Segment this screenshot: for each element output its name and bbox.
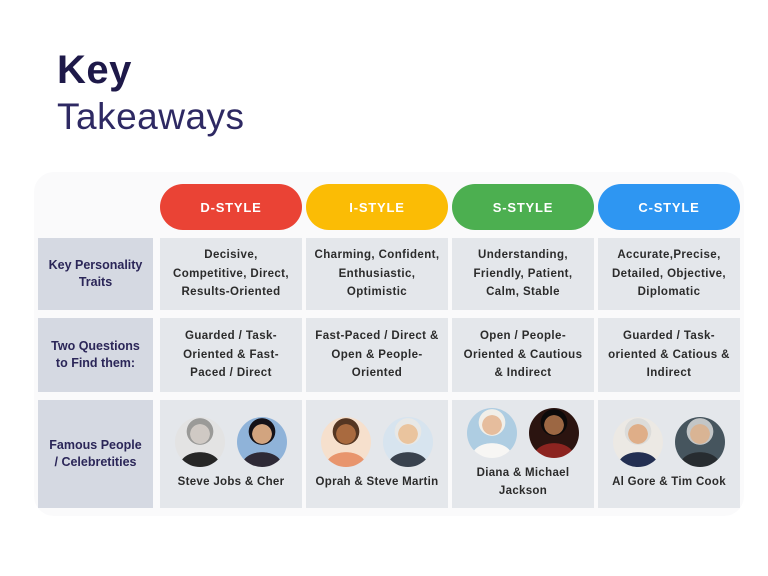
s-style-header-pill: S-STYLE [452, 184, 594, 230]
c-style-header-pill: C-STYLE [598, 184, 740, 230]
c-style-label: C-STYLE [638, 199, 700, 215]
steve-martin-photo [383, 416, 433, 467]
disc-comparison-table: D-STYLE I-STYLE S-STYLE C-STYLE Key Pers… [38, 184, 740, 508]
c-style-traits: Accurate,Precise, Detailed, Objective, D… [598, 238, 740, 310]
c-style-famous-cell: Al Gore & Tim Cook [598, 400, 740, 508]
s-style-famous-caption: Diana & Michael Jackson [476, 467, 570, 497]
cher-photo [237, 416, 287, 467]
i-style-label: I-STYLE [349, 199, 405, 215]
steve-jobs-photo [175, 416, 225, 467]
row-label-famous: Famous People / Celebretities [38, 400, 153, 508]
c-style-questions: Guarded / Task-oriented & Catious & Indi… [598, 318, 740, 392]
princess-diana-photo [467, 408, 517, 459]
i-style-questions: Fast-Paced / Direct & Open & People-Orie… [306, 318, 448, 392]
d-style-questions: Guarded / Task-Oriented & Fast-Paced / D… [160, 318, 302, 392]
i-style-famous-cell: Oprah & Steve Martin [306, 400, 448, 508]
s-style-traits: Understanding, Friendly, Patient, Calm, … [452, 238, 594, 310]
oprah-photo [321, 416, 371, 467]
s-style-avatars [467, 408, 579, 459]
page-title: Key Takeaways [57, 50, 245, 135]
title-line-2: Takeaways [57, 96, 245, 137]
s-style-label: S-STYLE [492, 199, 554, 215]
header-spacer [38, 184, 156, 230]
d-style-label: D-STYLE [200, 199, 262, 215]
d-style-famous-cell: Steve Jobs & Cher [160, 400, 302, 508]
tim-cook-photo [675, 416, 725, 467]
d-style-header-pill: D-STYLE [160, 184, 302, 230]
d-style-traits: Decisive, Competitive, Direct, Results-O… [160, 238, 302, 310]
c-style-avatars [613, 416, 725, 467]
i-style-traits: Charming, Confident, Enthusiastic, Optim… [306, 238, 448, 310]
c-style-famous-caption: Al Gore & Tim Cook [612, 475, 726, 488]
i-style-header-pill: I-STYLE [306, 184, 448, 230]
s-style-questions: Open / People-Oriented & Cautious & Indi… [452, 318, 594, 392]
michael-jackson-photo [529, 408, 579, 459]
d-style-famous-caption: Steve Jobs & Cher [177, 475, 285, 488]
i-style-avatars [321, 416, 433, 467]
al-gore-photo [613, 416, 663, 467]
i-style-famous-caption: Oprah & Steve Martin [315, 475, 439, 488]
row-label-questions: Two Questions to Find them: [38, 318, 153, 392]
row-label-traits: Key Personality Traits [38, 238, 153, 310]
d-style-avatars [175, 416, 287, 467]
title-line-1: Key [57, 48, 132, 92]
s-style-famous-cell: Diana & Michael Jackson [452, 400, 594, 508]
